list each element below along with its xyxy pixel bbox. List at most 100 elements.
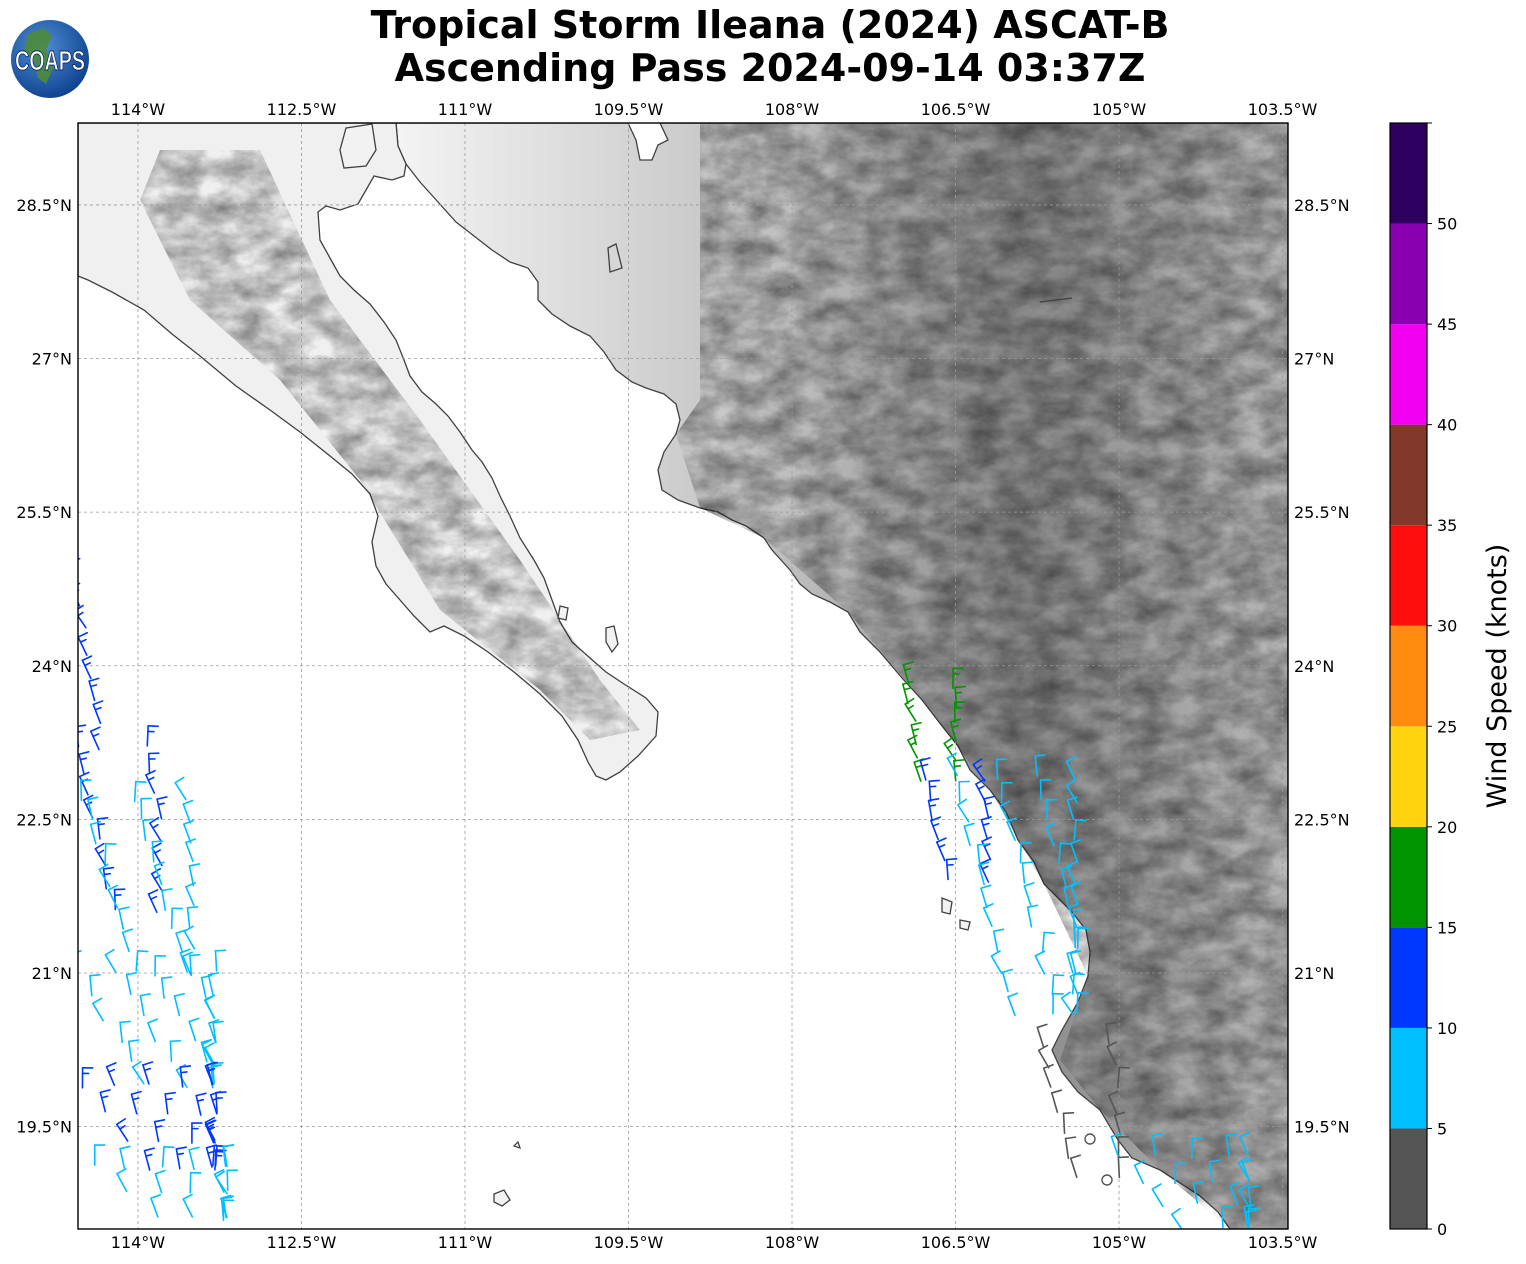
wind-barb [147, 1018, 159, 1043]
wind-barb [1023, 882, 1035, 906]
wind-barb [1229, 1181, 1241, 1206]
isla-cerralvo [557, 605, 569, 621]
wind-barb [1021, 861, 1034, 884]
wind-barb [902, 661, 914, 685]
wind-barb [1045, 798, 1058, 821]
wind-barb [1001, 968, 1014, 993]
wind-barb [222, 1144, 234, 1167]
wind-barb [142, 1061, 154, 1085]
wind-barb [1225, 1133, 1237, 1157]
colorbar-bin [1390, 123, 1427, 224]
wind-barb [125, 971, 138, 996]
wind-barb [902, 680, 914, 705]
colorbar-bin [1390, 324, 1427, 425]
wind-barb [1006, 817, 1017, 842]
map-panel [78, 123, 1288, 1229]
wind-barb [976, 843, 989, 866]
gridlines [78, 123, 1288, 1229]
colorbar-tick-label: 45 [1437, 315, 1457, 334]
colorbar-tick-label: 30 [1437, 617, 1457, 636]
wind-barb [179, 948, 191, 973]
wind-barb [1247, 1185, 1260, 1208]
wind-barb [94, 842, 107, 867]
wind-barb [116, 1168, 128, 1193]
wind-barb [160, 976, 173, 999]
wind-barb [1026, 904, 1039, 928]
wind-barb [1064, 1136, 1077, 1160]
wind-barb [78, 631, 88, 656]
wind-barb [1170, 1207, 1183, 1229]
right-lat-tick-label: 19.5°N [1294, 1118, 1350, 1137]
wind-barb [182, 1193, 194, 1218]
wind-barb [1190, 1137, 1204, 1160]
wind-barb [201, 1039, 213, 1064]
wind-barb [204, 1061, 216, 1086]
left-lat-tick-label: 21°N [32, 964, 72, 983]
wind-barb [1051, 1089, 1063, 1113]
wind-barb [1062, 1111, 1075, 1135]
axis-tick-labels: 114°W 114°W 112.5°W 112.5°W 111°W 111°W 109.5°… [16, 100, 1349, 1252]
wind-barb [88, 677, 100, 702]
wind-barb [119, 1145, 131, 1169]
right-lat-tick-label: 21°N [1294, 964, 1334, 983]
bottom-lon-tick-label: 108°W [765, 1233, 820, 1252]
wind-barbs [78, 557, 1260, 1229]
wind-barb [954, 685, 966, 709]
colorbar-tick-label: 25 [1437, 717, 1457, 736]
wind-barb [170, 907, 183, 930]
wind-barb [89, 820, 102, 845]
wind-barb [1019, 841, 1032, 864]
wind-barb [183, 819, 195, 844]
wind-barb [204, 1116, 216, 1141]
wind-barb [930, 816, 942, 841]
wind-barb [207, 971, 220, 996]
wind-barb [188, 863, 201, 887]
wind-barb [1058, 842, 1072, 864]
wind-barb [119, 1020, 131, 1044]
wind-barb [208, 1019, 220, 1043]
right-lat-tick-label: 24°N [1294, 657, 1334, 676]
wind-barb [1066, 949, 1078, 974]
left-lat-tick-label: 19.5°N [16, 1118, 72, 1137]
wind-barb [156, 796, 168, 820]
wind-barb [1000, 781, 1013, 804]
wind-barb [185, 838, 197, 863]
wind-barb [222, 1199, 235, 1222]
wind-barb [1192, 1180, 1205, 1205]
wind-barb [982, 903, 994, 928]
wind-barb [1220, 1205, 1233, 1229]
wind-barb [1071, 972, 1085, 995]
left-lat-tick-label: 27°N [32, 350, 72, 369]
wind-barb [78, 950, 82, 953]
wind-barb [1117, 1156, 1130, 1179]
wind-barb [81, 1067, 94, 1089]
colorbar-tick-label: 50 [1437, 215, 1457, 234]
bottom-lon-tick-label: 114°W [111, 1233, 166, 1252]
bottom-lon-tick-label: 105°W [1092, 1233, 1147, 1252]
coaps-logo: COAPS [11, 20, 89, 98]
wind-barb [1073, 926, 1086, 949]
wind-barb [958, 780, 971, 803]
top-lon-tick-label: 109.5°W [594, 100, 664, 119]
wind-barb [145, 769, 156, 794]
colorbar-bin [1390, 726, 1427, 827]
wind-barb [972, 758, 986, 782]
wind-barb [87, 796, 99, 820]
wind-barb [907, 734, 918, 759]
wind-barb [226, 1169, 239, 1192]
wind-barb [1117, 1136, 1130, 1158]
colorbar-bin [1390, 826, 1427, 928]
wind-barb [121, 928, 133, 953]
wind-barb [928, 779, 941, 802]
wind-barb [161, 1145, 175, 1168]
wind-barb [143, 1147, 155, 1171]
wind-barb [151, 842, 163, 867]
wind-barb [153, 1118, 166, 1143]
wind-barb [995, 758, 1008, 781]
wind-barb [133, 780, 147, 803]
wind-barb [154, 955, 167, 977]
wind-barb [1069, 1154, 1081, 1179]
wind-barb [179, 1065, 192, 1088]
wind-barb [188, 1146, 200, 1170]
